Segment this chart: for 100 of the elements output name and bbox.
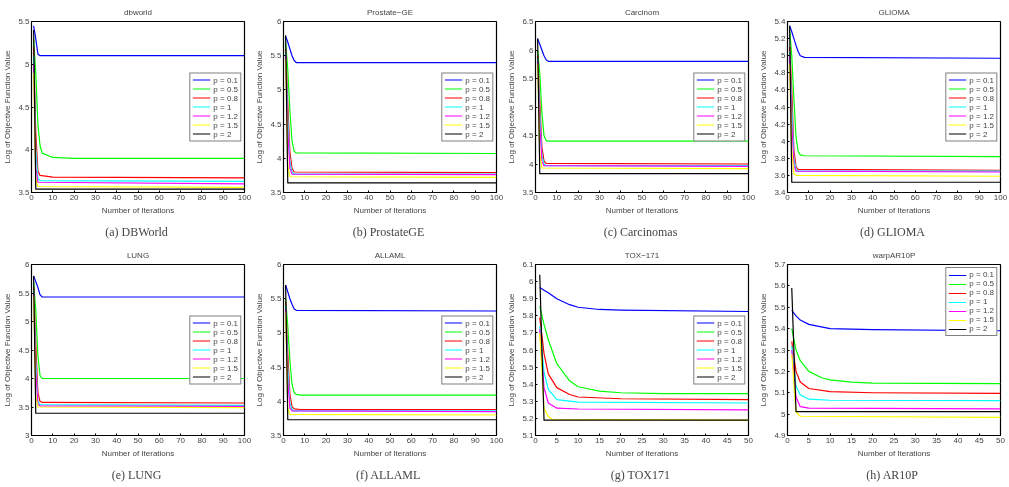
y-tick-label: 5.3 bbox=[522, 396, 535, 406]
legend-label: p = 1 bbox=[717, 345, 737, 354]
legend-label: p = 0.1 bbox=[213, 75, 238, 84]
legend-label: p = 2 bbox=[969, 129, 989, 138]
y-tick-label: 6 bbox=[277, 17, 283, 26]
x-tick-label: 10 bbox=[552, 192, 562, 202]
x-tick-label: 40 bbox=[112, 192, 122, 202]
legend-label: p = 0.1 bbox=[213, 318, 238, 327]
legend-label: p = 1.5 bbox=[969, 315, 994, 324]
x-axis-title: Number of Iterations bbox=[857, 448, 931, 458]
legend-label: p = 1 bbox=[717, 102, 737, 111]
x-tick-label: 15 bbox=[846, 435, 857, 445]
legend-label: p = 0.5 bbox=[213, 84, 238, 93]
x-tick-label: 20 bbox=[321, 192, 332, 202]
y-tick-label: 6 bbox=[25, 260, 31, 269]
x-tick-label: 90 bbox=[974, 192, 985, 202]
legend-label: p = 0.1 bbox=[969, 75, 994, 84]
y-tick-label: 5.4 bbox=[774, 324, 787, 334]
legend-label: p = 0.8 bbox=[213, 93, 238, 102]
legend-label: p = 1.2 bbox=[465, 354, 490, 363]
y-tick-label: 4.5 bbox=[270, 362, 283, 372]
legend-label: p = 2 bbox=[717, 129, 737, 138]
legend-label: p = 1.2 bbox=[717, 354, 742, 363]
x-tick-label: 30 bbox=[90, 435, 101, 445]
y-axis-title: Log of Objective Function Value bbox=[759, 50, 769, 164]
y-axis-title: Log of Objective Function Value bbox=[3, 50, 13, 164]
x-tick-label: 80 bbox=[197, 192, 207, 202]
y-tick-label: 5 bbox=[781, 51, 787, 61]
x-tick-label: 60 bbox=[406, 192, 417, 202]
y-tick-label: 4.5 bbox=[522, 131, 535, 140]
legend-label: p = 0.5 bbox=[213, 327, 238, 336]
y-tick-label: 5 bbox=[277, 328, 283, 338]
chart-title: LUNG bbox=[126, 250, 150, 260]
legend-label: p = 0.5 bbox=[717, 84, 742, 93]
y-tick-label: 5.5 bbox=[774, 302, 787, 312]
chart-title: TOX−171 bbox=[624, 250, 660, 260]
y-tick-label: 4.5 bbox=[18, 345, 31, 355]
x-tick-label: 10 bbox=[300, 192, 310, 202]
x-tick-label: 50 bbox=[133, 435, 143, 445]
legend-label: p = 1.2 bbox=[213, 354, 238, 363]
x-tick-label: 15 bbox=[594, 435, 605, 445]
y-tick-label: 4 bbox=[25, 374, 31, 383]
legend-label: p = 2 bbox=[213, 129, 233, 138]
y-axis-title: Log of Objective Function Value bbox=[507, 50, 517, 164]
y-tick-label: 4.2 bbox=[774, 119, 787, 129]
legend-label: p = 2 bbox=[969, 324, 989, 333]
y-tick-label: 4 bbox=[277, 396, 283, 406]
legend-label: p = 0.1 bbox=[969, 270, 994, 279]
x-tick-label: 70 bbox=[932, 192, 942, 202]
y-axis-title: Log of Objective Function Value bbox=[759, 293, 769, 407]
x-tick-label: 0 bbox=[533, 192, 539, 202]
text: (h) AR10P bbox=[866, 467, 919, 482]
y-tick-label: 4.9 bbox=[774, 431, 787, 440]
y-tick-label: 5.5 bbox=[522, 362, 535, 372]
text: (b) ProstateGE bbox=[352, 224, 425, 239]
x-axis-title: Number of Iterations bbox=[353, 448, 427, 458]
y-axis-title: Log of Objective Function Value bbox=[255, 50, 265, 164]
x-tick-label: 10 bbox=[573, 435, 584, 445]
x-tick-label: 50 bbox=[996, 435, 1006, 445]
x-tick-label: 70 bbox=[428, 435, 438, 445]
legend-label: p = 0.1 bbox=[465, 75, 490, 84]
x-tick-label: 80 bbox=[953, 192, 963, 202]
y-tick-label: 5.5 bbox=[522, 74, 535, 83]
y-tick-label: 4.8 bbox=[774, 68, 787, 78]
x-tick-label: 70 bbox=[428, 192, 438, 202]
y-tick-label: 3.5 bbox=[18, 402, 31, 412]
y-tick-label: 3.8 bbox=[774, 153, 787, 163]
x-tick-label: 60 bbox=[910, 192, 921, 202]
x-tick-label: 40 bbox=[701, 435, 711, 445]
legend-label: p = 0.5 bbox=[465, 84, 490, 93]
y-tick-label: 5.6 bbox=[774, 281, 787, 291]
x-tick-label: 0 bbox=[785, 435, 791, 445]
legend-label: p = 1.2 bbox=[213, 111, 238, 120]
x-tick-label: 30 bbox=[594, 192, 605, 202]
x-tick-label: 70 bbox=[680, 192, 690, 202]
x-tick-label: 0 bbox=[533, 435, 539, 445]
y-tick-label: 4.5 bbox=[270, 119, 283, 129]
legend-label: p = 0.8 bbox=[969, 93, 994, 102]
chart-title: ALLAML bbox=[374, 250, 406, 260]
y-tick-label: 5.7 bbox=[774, 260, 787, 269]
x-tick-label: 60 bbox=[406, 435, 417, 445]
x-tick-label: 40 bbox=[868, 192, 878, 202]
x-tick-label: 20 bbox=[868, 435, 878, 445]
x-tick-label: 30 bbox=[342, 192, 353, 202]
chart-title: dbworld bbox=[123, 7, 153, 17]
legend-label: p = 0.1 bbox=[465, 318, 490, 327]
x-tick-label: 10 bbox=[48, 435, 58, 445]
text: (e) LUNG bbox=[111, 467, 162, 482]
x-tick-label: 20 bbox=[69, 435, 80, 445]
x-tick-label: 60 bbox=[154, 435, 165, 445]
chart-title: Carcinom bbox=[624, 7, 660, 17]
legend-label: p = 1.5 bbox=[969, 120, 994, 129]
legend-label: p = 1.2 bbox=[717, 111, 742, 120]
x-tick-label: 30 bbox=[90, 192, 101, 202]
x-axis-title: Number of Iterations bbox=[605, 205, 679, 215]
y-tick-label: 5.8 bbox=[522, 311, 535, 321]
x-tick-label: 10 bbox=[825, 435, 836, 445]
legend-label: p = 1.5 bbox=[717, 120, 742, 129]
y-tick-label: 6 bbox=[529, 45, 535, 55]
x-tick-label: 0 bbox=[281, 435, 287, 445]
